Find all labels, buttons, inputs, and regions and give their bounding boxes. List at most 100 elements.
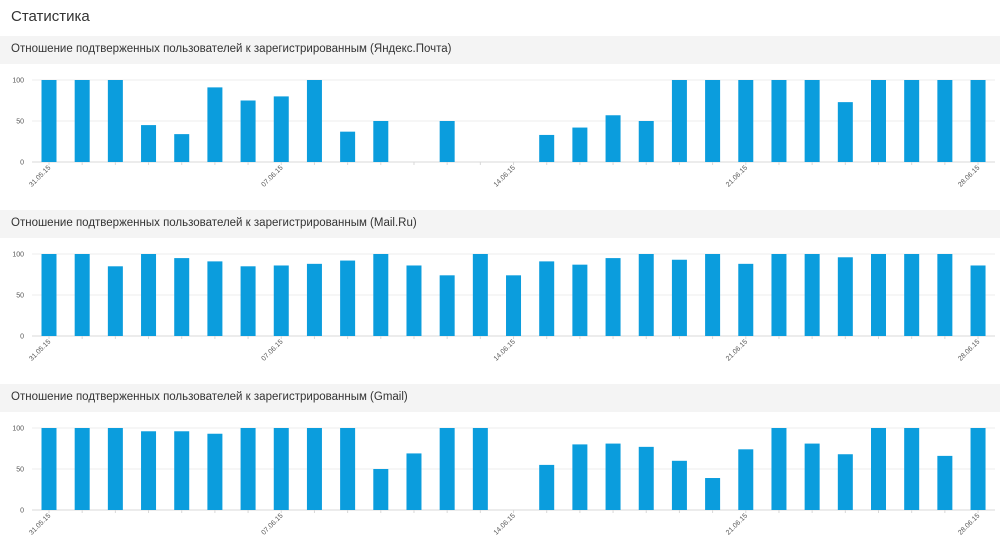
x-tick-label: 21.06.15 [725, 338, 749, 362]
chart-header: Отношение подтверженных пользователей к … [0, 384, 1000, 412]
bar-04.06.15[interactable] [174, 134, 190, 162]
bar-03.06.15[interactable] [141, 254, 157, 336]
bar-02.06.15[interactable] [107, 266, 123, 336]
bar-15.06.15[interactable] [539, 134, 555, 162]
bar-27.06.15[interactable] [937, 254, 953, 336]
bar-25.06.15[interactable] [871, 428, 886, 510]
bar-23.06.15[interactable] [804, 443, 820, 510]
bar-03.06.15[interactable] [141, 431, 157, 510]
chart-section-mailru: Отношение подтверженных пользователей к … [0, 210, 1000, 374]
bar-28.06.15[interactable] [970, 80, 986, 162]
bar-26.06.15[interactable] [904, 254, 920, 336]
bar-28.06.15[interactable] [970, 428, 986, 510]
bar-09.06.15[interactable] [340, 131, 356, 162]
bar-06.06.15[interactable] [240, 100, 256, 163]
y-tick-label: 100 [12, 426, 24, 433]
bar-15.06.15[interactable] [539, 261, 555, 336]
bar-07.06.15[interactable] [273, 428, 289, 510]
bar-01.06.15[interactable] [74, 428, 90, 510]
x-tick-label: 21.06.15 [725, 512, 749, 536]
bar-05.06.15[interactable] [207, 261, 223, 336]
bar-04.06.15[interactable] [174, 258, 190, 336]
bar-08.06.15[interactable] [306, 428, 322, 510]
bar-26.06.15[interactable] [904, 80, 920, 162]
bar-20.06.15[interactable] [705, 254, 721, 336]
bar-07.06.15[interactable] [273, 96, 289, 162]
bar-18.06.15[interactable] [638, 446, 654, 510]
bar-27.06.15[interactable] [937, 455, 953, 510]
bar-08.06.15[interactable] [306, 263, 322, 336]
bar-17.06.15[interactable] [605, 443, 621, 510]
bar-10.06.15[interactable] [373, 121, 389, 162]
x-tick-label: 14.06.15 [493, 164, 517, 188]
bar-01.06.15[interactable] [74, 254, 90, 336]
bar-23.06.15[interactable] [804, 80, 820, 162]
x-tick-label: 28.06.15 [957, 512, 981, 536]
bar-27.06.15[interactable] [937, 80, 953, 162]
bar-16.06.15[interactable] [572, 264, 588, 336]
y-tick-label: 0 [20, 508, 24, 515]
bar-01.06.15[interactable] [74, 80, 90, 162]
x-tick-label: 21.06.15 [725, 164, 749, 188]
bar-04.06.15[interactable] [174, 431, 190, 510]
bar-10.06.15[interactable] [373, 469, 389, 510]
bar-07.06.15[interactable] [273, 265, 289, 336]
bar-23.06.15[interactable] [804, 254, 820, 336]
x-tick-label: 31.05.15 [28, 164, 52, 188]
bar-26.06.15[interactable] [904, 428, 920, 510]
bar-22.06.15[interactable] [771, 254, 787, 336]
bar-24.06.15[interactable] [837, 257, 853, 336]
bar-21.06.15[interactable] [738, 80, 754, 162]
bar-20.06.15[interactable] [705, 80, 721, 162]
bar-28.06.15[interactable] [970, 265, 986, 336]
bar-06.06.15[interactable] [240, 266, 256, 336]
x-tick-label: 07.06.15 [260, 512, 284, 536]
bar-chart-gmail: 0 50 100 31.05.15 07.06.15 14.06.15 21.06.15 28… [12, 426, 995, 537]
bar-19.06.15[interactable] [671, 80, 687, 162]
bar-15.06.15[interactable] [539, 464, 555, 510]
bar-21.06.15[interactable] [738, 263, 754, 336]
bar-31.05.15[interactable] [41, 254, 57, 336]
bar-11.06.15[interactable] [406, 265, 422, 336]
bar-16.06.15[interactable] [572, 127, 588, 162]
bar-25.06.15[interactable] [871, 254, 886, 336]
bar-20.06.15[interactable] [705, 478, 721, 510]
chart-title: Отношение подтверженных пользователей к … [11, 43, 452, 55]
bar-13.06.15[interactable] [472, 254, 488, 336]
bar-16.06.15[interactable] [572, 444, 588, 510]
bar-19.06.15[interactable] [671, 259, 687, 336]
bar-10.06.15[interactable] [373, 254, 389, 336]
bar-09.06.15[interactable] [340, 260, 356, 336]
bar-03.06.15[interactable] [141, 125, 157, 162]
page-title: Статистика [11, 8, 90, 25]
bar-18.06.15[interactable] [638, 121, 654, 162]
x-tick-label: 28.06.15 [957, 164, 981, 188]
bar-24.06.15[interactable] [837, 454, 853, 510]
bar-22.06.15[interactable] [771, 428, 787, 510]
bar-17.06.15[interactable] [605, 115, 621, 162]
bar-05.06.15[interactable] [207, 433, 223, 510]
bar-06.06.15[interactable] [240, 428, 256, 510]
bar-21.06.15[interactable] [738, 449, 754, 510]
bar-11.06.15[interactable] [406, 453, 422, 510]
bar-18.06.15[interactable] [638, 254, 654, 336]
bar-31.05.15[interactable] [41, 428, 57, 510]
bar-12.06.15[interactable] [439, 428, 455, 510]
bar-14.06.15[interactable] [506, 275, 522, 336]
bar-25.06.15[interactable] [871, 80, 886, 162]
bar-08.06.15[interactable] [306, 80, 322, 162]
bar-02.06.15[interactable] [107, 80, 123, 162]
chart-header: Отношение подтверженных пользователей к … [0, 210, 1000, 238]
bar-02.06.15[interactable] [107, 428, 123, 510]
bar-17.06.15[interactable] [605, 258, 621, 336]
bar-22.06.15[interactable] [771, 80, 787, 162]
bar-31.05.15[interactable] [41, 80, 57, 162]
bar-24.06.15[interactable] [837, 102, 853, 162]
bar-12.06.15[interactable] [439, 121, 455, 162]
chart-header: Отношение подтверженных пользователей к … [0, 36, 1000, 64]
bar-19.06.15[interactable] [671, 460, 687, 510]
bar-05.06.15[interactable] [207, 87, 223, 162]
bar-13.06.15[interactable] [472, 428, 488, 510]
bar-09.06.15[interactable] [340, 428, 356, 510]
bar-12.06.15[interactable] [439, 275, 455, 336]
